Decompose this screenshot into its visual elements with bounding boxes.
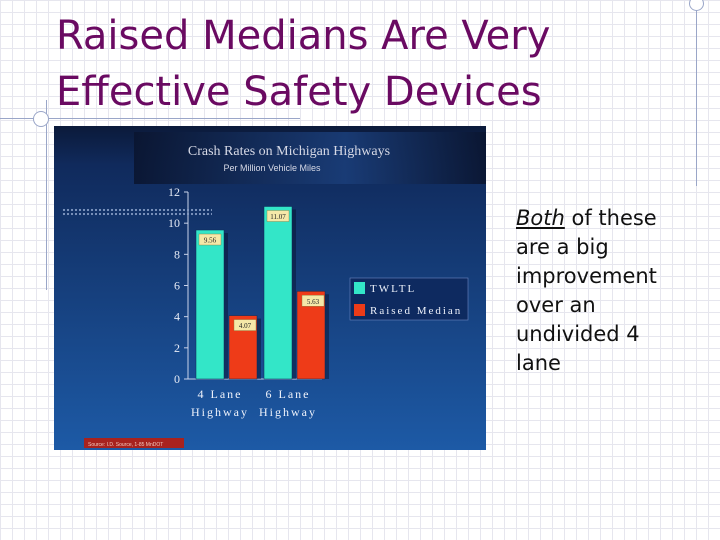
decorative-horizontal-rule	[0, 118, 300, 119]
y-tick-label: 6	[174, 279, 180, 293]
y-tick-label: 0	[174, 372, 180, 386]
chart-plot-area: 0 2 4 6 8 10 12 9.56 4.07 4 Lane Highway 11.07 5.63 6…	[168, 185, 329, 419]
chart-legend: TWLTL Raised Median	[349, 277, 469, 321]
slide-note: Both of these are a big improvement over…	[516, 204, 686, 378]
note-text: of these are a big improvement over an u…	[516, 206, 657, 375]
decorative-circle-right	[689, 0, 704, 11]
x-category-label: 6 Lane	[266, 387, 311, 401]
decorative-vertical-rule	[46, 100, 47, 290]
x-category-label: 4 Lane	[198, 387, 243, 401]
y-tick-label: 8	[174, 247, 180, 261]
chart-subtitle: Per Million Vehicle Miles	[223, 163, 321, 173]
chart-source-note: Source: I.D. Source, 1-85 MnDOT	[88, 442, 163, 448]
y-tick-label: 10	[168, 216, 180, 230]
legend-box	[349, 277, 469, 321]
bar-twltl	[263, 206, 293, 380]
data-label-box	[198, 233, 222, 246]
data-label: 5.63	[307, 298, 320, 306]
decorative-circle-left	[33, 111, 49, 127]
data-label: 4.07	[239, 322, 252, 330]
decorative-vertical-rule-right	[696, 0, 697, 186]
crash-rate-chart: Crash Rates on Michigan Highways Per Mil…	[54, 126, 486, 450]
data-label: 11.07	[270, 213, 286, 221]
data-label: 9.56	[204, 237, 217, 245]
note-emphasis: Both	[516, 206, 565, 230]
slide-title: Raised Medians Are Very Effective Safety…	[56, 8, 616, 120]
slide-title-line-1: Raised Medians Are Very	[56, 13, 551, 59]
bar-twltl	[195, 229, 225, 380]
slide-title-line-2: Effective Safety Devices	[56, 69, 542, 115]
legend-swatch	[354, 282, 365, 294]
legend-label: TWLTL	[370, 283, 416, 295]
y-tick-label: 12	[168, 185, 180, 199]
chart-svg: Crash Rates on Michigan Highways Per Mil…	[54, 126, 486, 450]
legend-label: Raised Median	[370, 305, 462, 317]
data-label-box	[266, 210, 290, 222]
legend-swatch	[354, 304, 365, 316]
x-category-label: Highway	[191, 405, 249, 419]
data-label-box	[233, 319, 257, 331]
x-category-label: Highway	[259, 405, 317, 419]
source-band	[84, 438, 184, 448]
y-tick-label: 2	[174, 341, 180, 355]
y-tick-label: 4	[174, 310, 180, 324]
data-label-box	[301, 295, 325, 307]
chart-header-band	[134, 132, 486, 184]
chart-title: Crash Rates on Michigan Highways	[188, 144, 390, 159]
decorative-dot-band	[62, 208, 212, 216]
